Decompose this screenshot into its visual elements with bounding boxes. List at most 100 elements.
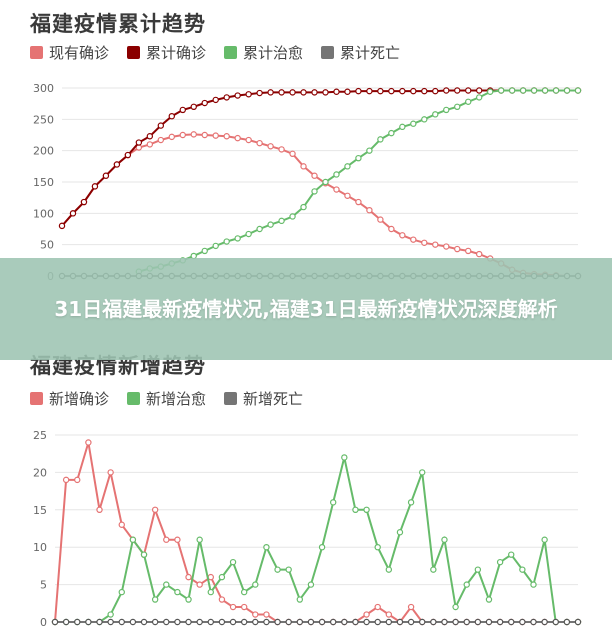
data-point [454, 103, 461, 111]
data-point [421, 116, 428, 123]
data-point [223, 133, 230, 140]
data-point [410, 87, 417, 95]
data-point [252, 581, 259, 588]
data-point [107, 618, 114, 626]
data-point [363, 611, 370, 618]
data-point [311, 188, 318, 195]
legend-label-new-confirmed: 新增确诊 [49, 390, 110, 408]
data-point [454, 245, 461, 253]
legend-item-new-death[interactable]: 新增死亡 [224, 388, 303, 409]
data-point [285, 566, 292, 573]
data-point [307, 581, 315, 588]
data-point [234, 235, 241, 242]
data-point [168, 112, 175, 120]
data-point [102, 172, 110, 179]
legend-label-cured: 累计治愈 [243, 44, 304, 62]
data-point [430, 566, 437, 573]
data-point [179, 131, 186, 139]
data-point [530, 87, 538, 94]
legend-swatch-cumulative-confirmed [127, 46, 141, 59]
data-point [399, 87, 406, 95]
data-point [443, 106, 450, 114]
data-point [399, 232, 406, 239]
legend-item-current[interactable]: 现有确诊 [30, 42, 109, 63]
legend-label-death: 累计死亡 [340, 44, 401, 62]
data-point [240, 603, 248, 611]
data-point [218, 596, 226, 603]
data-point [196, 581, 203, 588]
data-point [240, 618, 248, 626]
y-tick-label: 20 [33, 466, 47, 479]
data-point [430, 618, 437, 626]
data-point [263, 618, 270, 626]
data-point [212, 242, 219, 250]
y-tick-label: 150 [33, 176, 54, 189]
data-point [218, 618, 226, 626]
data-point [344, 88, 351, 95]
cumulative-chart-plot: 050100150200250300 [33, 82, 582, 283]
data-point [107, 611, 114, 618]
data-point [289, 150, 296, 157]
data-point [135, 139, 143, 146]
data-point [407, 618, 415, 626]
data-point [223, 94, 230, 101]
legend-item-death[interactable]: 累计死亡 [321, 42, 400, 63]
data-point [363, 506, 370, 513]
data-point [563, 618, 571, 626]
cumulative-legend: 现有确诊 累计确诊 累计治愈 累计死亡 [30, 42, 400, 63]
data-point [454, 87, 461, 94]
data-point [212, 96, 219, 104]
data-point [58, 222, 66, 230]
data-point [245, 136, 252, 144]
data-point [285, 618, 292, 626]
daily-chart-plot: 0 5 10 15 20 25 [33, 429, 582, 629]
data-point [443, 87, 450, 94]
title-banner: 31日福建最新疫情状况,福建31日最新疫情状况深度解析 [0, 258, 612, 360]
data-point [296, 618, 304, 626]
data-point [396, 529, 404, 536]
data-point [252, 611, 259, 618]
legend-item-cured[interactable]: 累计治愈 [224, 42, 303, 63]
data-point [256, 89, 263, 97]
data-point [140, 618, 148, 626]
data-point [240, 588, 248, 596]
data-point [432, 87, 439, 95]
data-point [96, 506, 103, 513]
legend-item-new-cured[interactable]: 新增治愈 [127, 388, 206, 409]
data-point [307, 618, 315, 626]
data-point [374, 603, 381, 611]
data-point [267, 221, 274, 228]
data-point [218, 573, 226, 581]
data-point [234, 92, 241, 99]
data-point [185, 618, 192, 626]
data-point [385, 611, 393, 618]
data-point [465, 87, 472, 94]
legend-label-new-death: 新增死亡 [243, 390, 304, 408]
data-point [201, 131, 208, 139]
y-tick-label: 50 [40, 239, 54, 252]
data-point [541, 87, 549, 94]
legend-swatch-death [321, 46, 335, 59]
data-point [563, 87, 571, 94]
data-point [91, 183, 99, 190]
data-point [485, 618, 493, 626]
y-tick-label: 250 [33, 113, 54, 126]
data-point [519, 566, 526, 573]
data-point [51, 618, 59, 626]
data-point [263, 543, 270, 551]
data-point [256, 225, 263, 233]
data-point [355, 154, 362, 162]
y-tick-label: 200 [33, 145, 54, 158]
data-point [508, 618, 515, 626]
data-point [318, 618, 326, 626]
data-point [475, 87, 483, 94]
legend-item-cumulative-confirmed[interactable]: 累计确诊 [127, 42, 206, 63]
data-point [107, 469, 114, 476]
legend-item-new-confirmed[interactable]: 新增确诊 [30, 388, 109, 409]
data-point [410, 236, 417, 243]
data-point [333, 186, 340, 193]
data-point [352, 618, 359, 626]
data-point [441, 618, 448, 626]
data-point [146, 141, 154, 148]
data-point [322, 178, 329, 186]
